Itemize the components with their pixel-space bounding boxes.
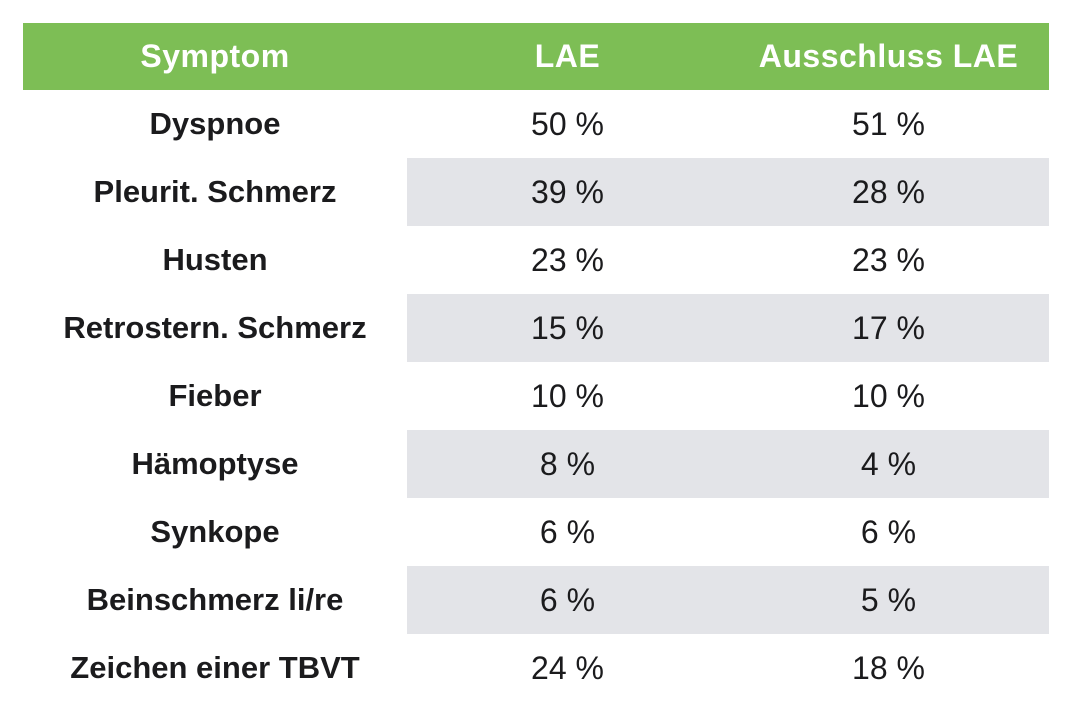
lae-cell: 6 % [539, 513, 596, 550]
ausschluss-cell: 23 % [852, 241, 925, 278]
symptom-table: Symptom LAE Ausschluss LAE Dyspnoe 50 % … [23, 23, 1049, 702]
symptom-cell: Synkope [150, 514, 280, 549]
lae-cell: 6 % [407, 566, 728, 634]
ausschluss-cell: 18 % [852, 649, 925, 686]
symptom-cell: Zeichen einer TBVT [70, 650, 360, 685]
table-row: Retrostern. Schmerz 15 % 17 % [23, 294, 1049, 362]
ausschluss-cell: 10 % [852, 377, 925, 414]
column-header-ausschluss-lae: Ausschluss LAE [758, 38, 1019, 74]
lae-cell: 24 % [531, 649, 604, 686]
table-row: Dyspnoe 50 % 51 % [23, 90, 1049, 158]
column-header-symptom: Symptom [140, 38, 290, 74]
symptom-cell: Beinschmerz li/re [86, 582, 344, 617]
lae-cell: 8 % [407, 430, 728, 498]
symptom-cell: Fieber [168, 378, 262, 413]
table-row: Pleurit. Schmerz 39 % 28 % [23, 158, 1049, 226]
symptom-cell: Husten [162, 242, 268, 277]
symptom-cell: Dyspnoe [149, 106, 281, 141]
lae-cell: 23 % [531, 241, 604, 278]
symptom-cell: Hämoptyse [131, 446, 299, 481]
ausschluss-cell: 17 % [728, 294, 1049, 362]
lae-cell: 10 % [531, 377, 604, 414]
lae-cell: 39 % [407, 158, 728, 226]
ausschluss-cell: 6 % [860, 513, 917, 550]
table-row: Synkope 6 % 6 % [23, 498, 1049, 566]
column-header-lae: LAE [534, 38, 601, 74]
ausschluss-cell: 51 % [852, 105, 925, 142]
ausschluss-cell: 28 % [728, 158, 1049, 226]
ausschluss-cell: 4 % [728, 430, 1049, 498]
table-header-row: Symptom LAE Ausschluss LAE [23, 23, 1049, 90]
table-row: Husten 23 % 23 % [23, 226, 1049, 294]
symptom-cell: Pleurit. Schmerz [93, 174, 337, 209]
symptom-cell: Retrostern. Schmerz [63, 310, 367, 345]
ausschluss-cell: 5 % [728, 566, 1049, 634]
lae-cell: 15 % [407, 294, 728, 362]
table-row: Beinschmerz li/re 6 % 5 % [23, 566, 1049, 634]
table-row: Zeichen einer TBVT 24 % 18 % [23, 634, 1049, 702]
table-row: Fieber 10 % 10 % [23, 362, 1049, 430]
lae-cell: 50 % [531, 105, 604, 142]
table-row: Hämoptyse 8 % 4 % [23, 430, 1049, 498]
